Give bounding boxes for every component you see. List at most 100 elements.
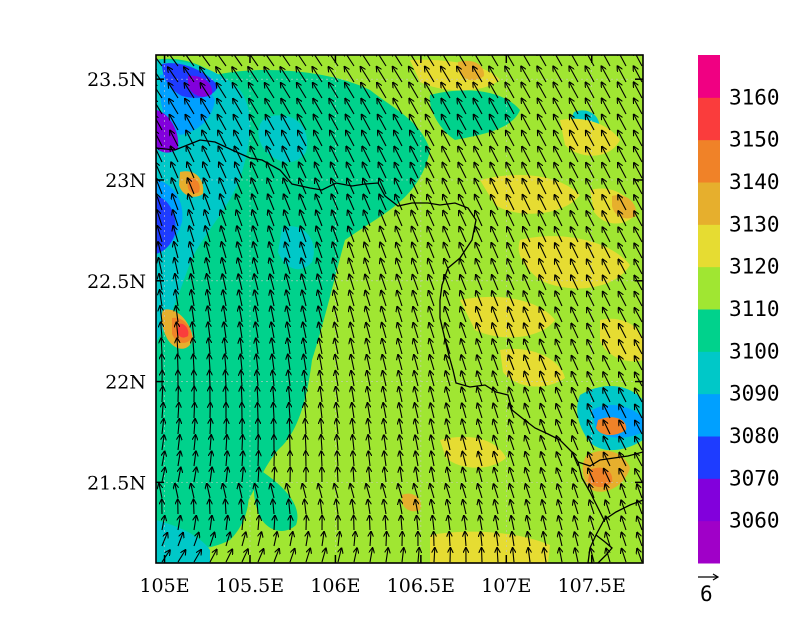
wind-vector — [588, 453, 595, 467]
wind-vector — [194, 516, 196, 531]
colorbar-swatch — [698, 393, 720, 437]
wind-vector — [443, 179, 451, 195]
wind-vector — [367, 371, 370, 387]
wind-vector — [474, 147, 483, 163]
wind-vector — [491, 179, 499, 195]
wind-vector — [572, 388, 579, 403]
wind-vector — [543, 532, 546, 547]
wind-vector — [173, 226, 179, 243]
wind-vector — [461, 323, 467, 339]
wind-vector — [618, 66, 627, 83]
wind-vector — [368, 435, 370, 451]
wind-vector — [193, 338, 194, 355]
wind-vector — [634, 147, 643, 163]
wind-vector — [209, 550, 217, 563]
reference-vector: 6 — [698, 573, 720, 606]
wind-vector — [266, 115, 275, 131]
wind-vector — [604, 437, 611, 451]
wind-vector — [479, 500, 482, 515]
wind-vector — [495, 516, 498, 531]
wind-vector — [361, 83, 371, 99]
wind-vector — [621, 484, 627, 499]
wind-vector — [167, 55, 179, 67]
wind-vector — [240, 339, 242, 355]
wind-vector — [634, 82, 643, 99]
wind-vector — [331, 163, 339, 179]
wind-vector — [539, 243, 547, 259]
wind-vector — [330, 131, 339, 147]
wind-vector — [395, 163, 403, 179]
wind-vector — [555, 211, 563, 227]
wind-vector — [362, 131, 371, 147]
wind-vector — [242, 516, 243, 531]
wind-vector — [492, 307, 499, 323]
wind-vector — [380, 243, 387, 259]
wind-vector — [240, 322, 242, 339]
wind-vector — [254, 274, 259, 291]
wind-vector — [635, 356, 643, 371]
wind-vector — [570, 115, 579, 131]
wind-vector — [190, 242, 195, 259]
wind-vector — [350, 323, 355, 339]
wind-vector — [556, 388, 563, 403]
wind-vector — [571, 227, 579, 243]
wind-vector — [447, 452, 450, 467]
wind-vector — [507, 179, 515, 195]
wind-vector — [177, 338, 178, 355]
wind-vector — [570, 163, 579, 179]
wind-vector — [464, 516, 466, 531]
wind-vector — [287, 484, 291, 499]
wind-vector — [237, 226, 243, 243]
wind-vector — [415, 500, 418, 515]
wind-vector — [444, 275, 451, 291]
wind-vector — [397, 275, 403, 291]
wind-vector — [489, 83, 499, 99]
wind-vector — [430, 371, 435, 387]
wind-vector — [223, 306, 226, 323]
wind-vector — [538, 131, 547, 147]
wind-vector — [459, 211, 467, 227]
wind-vector — [409, 55, 419, 67]
wind-vector — [478, 452, 483, 467]
wind-vector — [554, 115, 563, 131]
wind-vector — [175, 290, 178, 307]
wind-vector — [494, 436, 499, 451]
wind-vector — [222, 274, 227, 291]
wind-vector — [606, 516, 611, 531]
wind-vector — [410, 115, 419, 131]
wind-vector — [379, 195, 387, 211]
wind-vector — [525, 452, 531, 467]
wind-vector — [540, 388, 547, 403]
wind-vector — [444, 243, 451, 259]
wind-vector — [289, 549, 295, 563]
wind-vector — [200, 67, 211, 83]
wind-vector — [558, 516, 562, 531]
wind-vector — [253, 242, 259, 259]
wind-vector — [513, 548, 514, 563]
wind-vector — [476, 243, 483, 259]
wind-vector — [304, 387, 306, 403]
wind-vector — [338, 548, 341, 563]
wind-vector — [587, 227, 595, 243]
wind-vector — [304, 355, 307, 371]
wind-vector — [443, 195, 451, 211]
wind-vector — [413, 307, 419, 323]
wind-vector — [351, 355, 354, 371]
wind-vector — [376, 55, 387, 67]
wind-vector — [210, 451, 212, 467]
wind-vector — [284, 210, 291, 227]
wind-vector — [189, 226, 195, 243]
wind-vector — [555, 195, 563, 211]
wind-vector — [602, 147, 611, 163]
contour-patch-red — [177, 323, 189, 338]
wind-vector — [618, 179, 627, 195]
wind-vector — [159, 484, 162, 499]
wind-vector — [634, 227, 643, 243]
wind-vector — [335, 371, 338, 387]
wind-vector — [204, 194, 211, 211]
wind-vector — [413, 323, 419, 339]
wind-vector — [618, 115, 627, 131]
wind-vector — [268, 210, 275, 227]
wind-vector — [571, 259, 579, 275]
wind-vector — [209, 371, 210, 387]
